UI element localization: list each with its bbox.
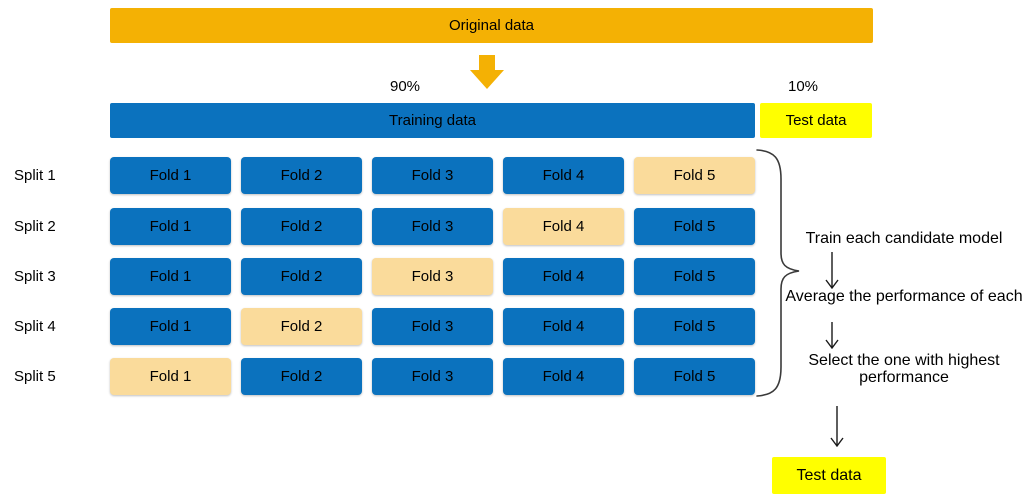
down-arrow-icon	[825, 252, 839, 289]
down-arrow-icon	[825, 322, 839, 349]
split-3-label: Split 3	[14, 268, 56, 285]
split-2-row: Fold 1 Fold 2 Fold 3 Fold 4 Fold 5	[110, 208, 755, 245]
fold-box: Fold 4	[503, 157, 624, 194]
split-2-label: Split 2	[14, 218, 56, 235]
fold-box-holdout: Fold 5	[634, 157, 755, 194]
fold-box: Fold 3	[372, 208, 493, 245]
fold-box: Fold 3	[372, 157, 493, 194]
fold-box: Fold 4	[503, 308, 624, 345]
fold-box: Fold 3	[372, 358, 493, 395]
step-train-label: Train each candidate model	[805, 230, 1003, 247]
fold-box: Fold 2	[241, 258, 362, 295]
fold-box: Fold 5	[634, 258, 755, 295]
fold-box: Fold 4	[503, 358, 624, 395]
fold-box: Fold 5	[634, 208, 755, 245]
fold-box: Fold 5	[634, 358, 755, 395]
fold-box: Fold 1	[110, 208, 231, 245]
split-1-label: Split 1	[14, 167, 56, 184]
train-percent-label: 90%	[389, 78, 421, 95]
fold-box: Fold 2	[241, 208, 362, 245]
fold-box: Fold 2	[241, 157, 362, 194]
fold-box: Fold 1	[110, 258, 231, 295]
split-5-row: Fold 1 Fold 2 Fold 3 Fold 4 Fold 5	[110, 358, 755, 395]
step-select-label: Select the one with highest performance	[808, 352, 1000, 386]
fold-box: Fold 2	[241, 358, 362, 395]
fold-box-holdout: Fold 1	[110, 358, 231, 395]
split-3-row: Fold 1 Fold 2 Fold 3 Fold 4 Fold 5	[110, 258, 755, 295]
test-data-bar: Test data	[760, 103, 872, 138]
fold-box: Fold 1	[110, 157, 231, 194]
training-data-bar: Training data	[110, 103, 755, 138]
split-4-label: Split 4	[14, 318, 56, 335]
test-percent-label: 10%	[787, 78, 819, 95]
down-block-arrow-icon	[470, 55, 504, 89]
fold-box: Fold 4	[503, 258, 624, 295]
fold-box: Fold 1	[110, 308, 231, 345]
split-5-label: Split 5	[14, 368, 56, 385]
split-4-row: Fold 1 Fold 2 Fold 3 Fold 4 Fold 5	[110, 308, 755, 345]
fold-box-holdout: Fold 2	[241, 308, 362, 345]
fold-box: Fold 5	[634, 308, 755, 345]
fold-box-holdout: Fold 3	[372, 258, 493, 295]
fold-box-holdout: Fold 4	[503, 208, 624, 245]
down-arrow-icon	[830, 406, 844, 447]
original-data-bar: Original data	[110, 8, 873, 43]
split-1-row: Fold 1 Fold 2 Fold 3 Fold 4 Fold 5	[110, 157, 755, 194]
step-average-label: Average the performance of each	[785, 288, 1023, 305]
final-test-data-bar: Test data	[772, 457, 886, 494]
curly-brace	[756, 149, 800, 397]
fold-box: Fold 3	[372, 308, 493, 345]
